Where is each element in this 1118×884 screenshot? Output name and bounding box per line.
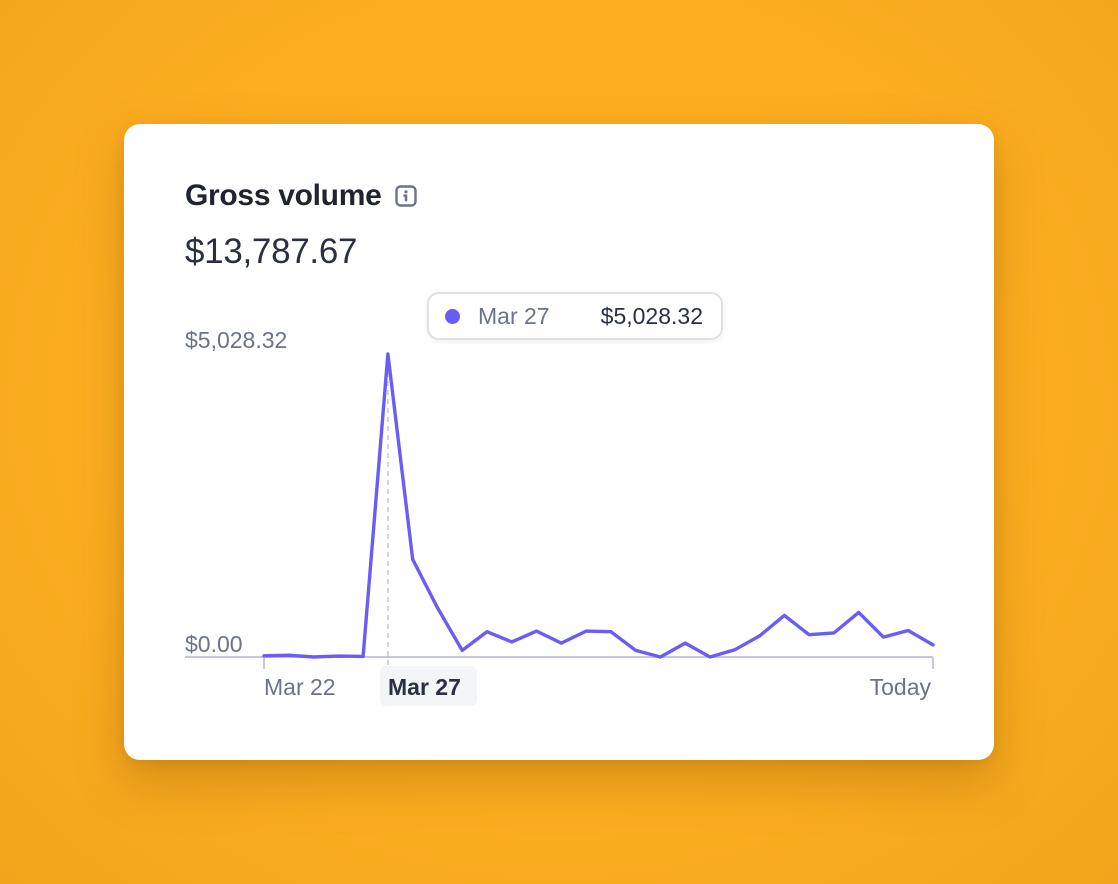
data-point <box>906 628 910 632</box>
x-tick-label-highlighted: Mar 27 <box>388 674 461 700</box>
data-point <box>733 648 737 652</box>
x-tick-label-start: Mar 22 <box>264 674 336 700</box>
data-point <box>758 634 762 638</box>
x-tick-label-end: Today <box>870 674 932 700</box>
data-point <box>708 655 712 659</box>
data-point <box>881 635 885 639</box>
data-point <box>312 655 316 659</box>
data-point <box>609 630 613 634</box>
data-point <box>559 641 563 645</box>
card-title: Gross volume <box>185 179 382 212</box>
gross-volume-chart[interactable]: $5,028.32 $0.00 Mar 22 Mar 27 Today <box>124 124 994 760</box>
data-point <box>683 641 687 645</box>
series-line <box>262 352 935 659</box>
data-point <box>485 630 489 634</box>
y-tick-label-zero: $0.00 <box>185 631 243 657</box>
data-point <box>510 640 514 644</box>
data-point <box>262 654 266 658</box>
data-point <box>782 613 786 617</box>
data-point <box>336 654 340 658</box>
data-point <box>658 655 662 659</box>
data-point <box>807 633 811 637</box>
series-dot-icon <box>445 308 460 324</box>
tooltip-date: Mar 27 <box>478 302 550 329</box>
data-point <box>931 643 935 647</box>
data-point <box>460 648 464 652</box>
data-point <box>435 606 439 610</box>
data-point <box>386 352 390 356</box>
data-point <box>584 629 588 633</box>
tooltip-value: $5,028.32 <box>600 302 703 329</box>
data-point <box>361 654 365 658</box>
active-date-highlight <box>380 666 477 706</box>
data-point <box>287 653 291 657</box>
title-row: Gross volume <box>185 176 418 216</box>
data-point <box>857 610 861 614</box>
info-icon[interactable] <box>395 185 418 207</box>
data-point <box>535 629 539 633</box>
y-tick-label-max: $5,028.32 <box>185 327 287 353</box>
gross-volume-card: Gross volume $13,787.67 $5,028.32 $0.00 Ma… <box>124 124 994 760</box>
data-point <box>411 557 415 561</box>
data-point <box>832 631 836 635</box>
data-point <box>634 648 638 652</box>
chart-tooltip: Mar 27 $5,028.32 <box>427 292 723 340</box>
total-amount: $13,787.67 <box>185 232 358 271</box>
